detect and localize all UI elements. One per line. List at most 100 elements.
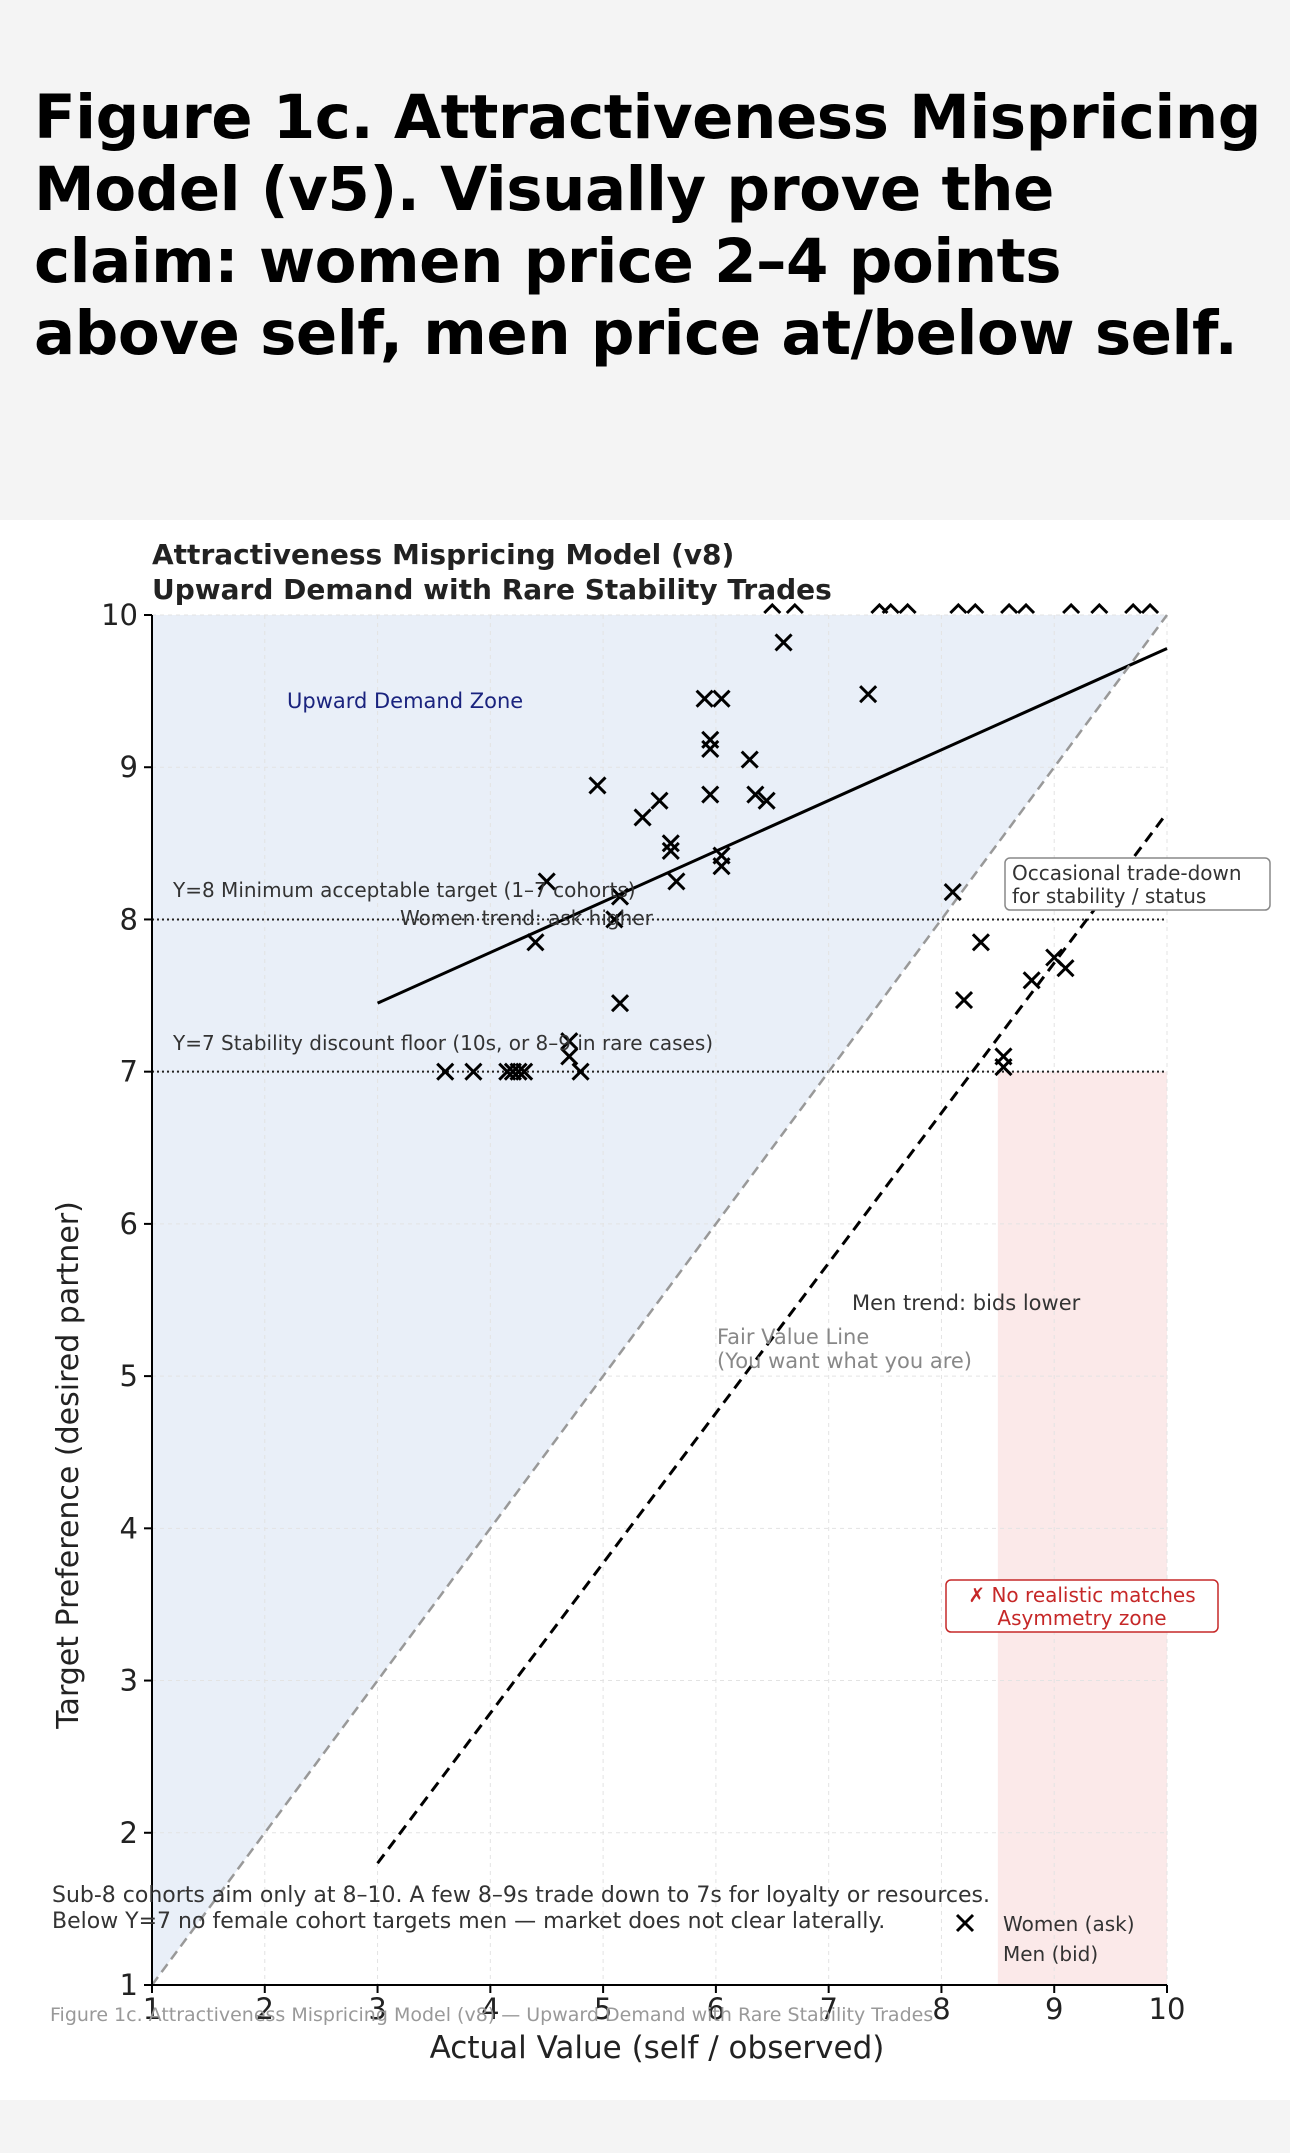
point-stroke: [560, 1032, 579, 1051]
women-ask-point: [695, 689, 714, 708]
point-stroke: [695, 689, 714, 708]
women-ask-point: [605, 910, 624, 929]
women-ask-point: [1056, 959, 1075, 978]
women-ask-point: [509, 1062, 528, 1081]
men-bid-point: [1062, 602, 1081, 615]
women-ask-point: [740, 750, 759, 769]
point-stroke: [661, 834, 680, 853]
point-stroke: [757, 791, 776, 810]
point-stroke: [464, 1062, 483, 1081]
chart-container: 1 2 3 4 5 6 7 8 9 10 1 2 3 4 5 6 7 8 9 10 Attractiveness Mi…: [0, 520, 1290, 2100]
point-stroke: [859, 685, 878, 704]
point-stroke: [605, 910, 624, 929]
women-ask-point: [774, 633, 793, 652]
footer-caption: Figure 1c. Attractiveness Mispricing Mod…: [50, 2004, 933, 2026]
point-stroke: [650, 791, 669, 810]
women-ask-point: [859, 685, 878, 704]
women-ask-point: [712, 689, 731, 708]
legend-women-marker: [955, 1913, 975, 1933]
point-stroke: [971, 933, 990, 952]
women-ask-point: [515, 1062, 534, 1081]
women-ask-point: [943, 882, 962, 902]
women-ask-point: [650, 791, 669, 810]
men-bid-point: [949, 602, 968, 615]
x-tick-label: 3: [368, 1992, 386, 2026]
chart-title: Attractiveness Mispricing Model (v8): [152, 538, 734, 571]
point-stroke: [1056, 959, 1075, 978]
women-ask-point: [588, 776, 607, 795]
y-axis-label: Target Preference (desired partner): [51, 1201, 86, 1730]
asymmetry-line-2: Asymmetry zone: [997, 1606, 1166, 1630]
hline-8-label: Y=8 Minimum acceptable target (1–7 cohor…: [172, 878, 636, 902]
trade-down-box: [1004, 857, 1271, 911]
point-stroke: [712, 857, 731, 876]
x-tick-label: 6: [707, 1992, 725, 2026]
point-stroke: [610, 887, 630, 906]
figure-headline: Figure 1c. Attractiveness Mispricing Mod…: [34, 82, 1261, 369]
men-bid-point: [763, 602, 782, 615]
men-trend-line: [376, 811, 1169, 1865]
point-stroke: [537, 872, 556, 891]
women-ask-point: [712, 857, 731, 876]
women-ask-point: [464, 1062, 483, 1081]
asymmetry-callout: ✗ No realistic matches Asymmetry zone: [945, 1579, 1219, 1633]
women-trend-line: [376, 647, 1168, 1005]
y-tick-label: 7: [120, 1055, 138, 1089]
women-ask-point: [526, 933, 545, 952]
point-stroke: [560, 1047, 579, 1066]
men-bid-point: [1016, 602, 1036, 615]
trade-down-callout: Occasional trade-down for stability / st…: [1004, 857, 1271, 911]
women-ask-point: [537, 872, 556, 891]
men-bid-point: [898, 602, 917, 615]
women-ask-point: [701, 739, 720, 759]
y-tick-label: 4: [120, 1511, 138, 1545]
point-stroke: [436, 1062, 455, 1081]
legend-men-label: Men (bid): [1003, 1942, 1098, 1966]
women-ask-point: [560, 1032, 579, 1051]
x-tick-label: 8: [932, 1992, 950, 2026]
women-trend-label: Women trend: ask higher: [400, 906, 654, 930]
x-tick-label: 10: [1149, 1992, 1186, 2026]
x-tick-label: 1: [143, 1992, 161, 2026]
point-stroke: [943, 882, 962, 902]
men-bid-point: [785, 602, 804, 615]
women-ask-point: [560, 1047, 579, 1066]
men-trend-label: Men trend: bids lower: [852, 1291, 1081, 1315]
hline-7-label: Y=7 Stability discount floor (10s, or 8–…: [172, 1031, 713, 1055]
point-stroke: [954, 991, 974, 1010]
point-stroke: [571, 1062, 590, 1081]
y-tick-label: 8: [120, 902, 138, 936]
x-tick-label: 5: [594, 1992, 612, 2026]
point-stroke: [994, 1058, 1013, 1077]
women-ask-point: [610, 887, 630, 906]
women-ask-point: [571, 1062, 590, 1081]
trade-down-line-2: for stability / status: [1012, 884, 1206, 908]
point-stroke: [633, 808, 652, 827]
fair-line-label-2: (You want what you are): [717, 1349, 972, 1373]
fair-value-line: [150, 614, 1169, 1986]
note-line-1: Sub-8 cohorts aim only at 8–10. A few 8–…: [52, 1883, 990, 1908]
x-tick-label: 2: [256, 1992, 274, 2026]
point-stroke: [740, 750, 759, 769]
x-tick-label: 7: [819, 1992, 837, 2026]
point-stroke: [746, 785, 765, 804]
point-stroke: [526, 933, 545, 952]
note-line-2: Below Y=7 no female cohort targets men —…: [52, 1909, 885, 1934]
men-bid-point: [1000, 602, 1019, 615]
women-ask-point: [610, 994, 630, 1013]
women-ask-point: [701, 785, 720, 804]
women-ask-point: [994, 1058, 1013, 1077]
point-stroke: [774, 633, 793, 652]
men-bid-point: [1124, 602, 1143, 615]
women-ask-point: [746, 785, 765, 804]
point-stroke: [610, 994, 630, 1013]
women-ask-point: [971, 933, 990, 952]
women-ask-point: [633, 808, 652, 827]
x-axis-label: Actual Value (self / observed): [430, 2030, 885, 2066]
point-stroke: [1045, 948, 1064, 967]
men-bid-point: [881, 602, 900, 615]
men-bid-point: [1090, 602, 1109, 615]
point-stroke: [509, 1062, 528, 1081]
men-bid-point: [966, 602, 985, 615]
asymmetry-box: [945, 1579, 1219, 1633]
